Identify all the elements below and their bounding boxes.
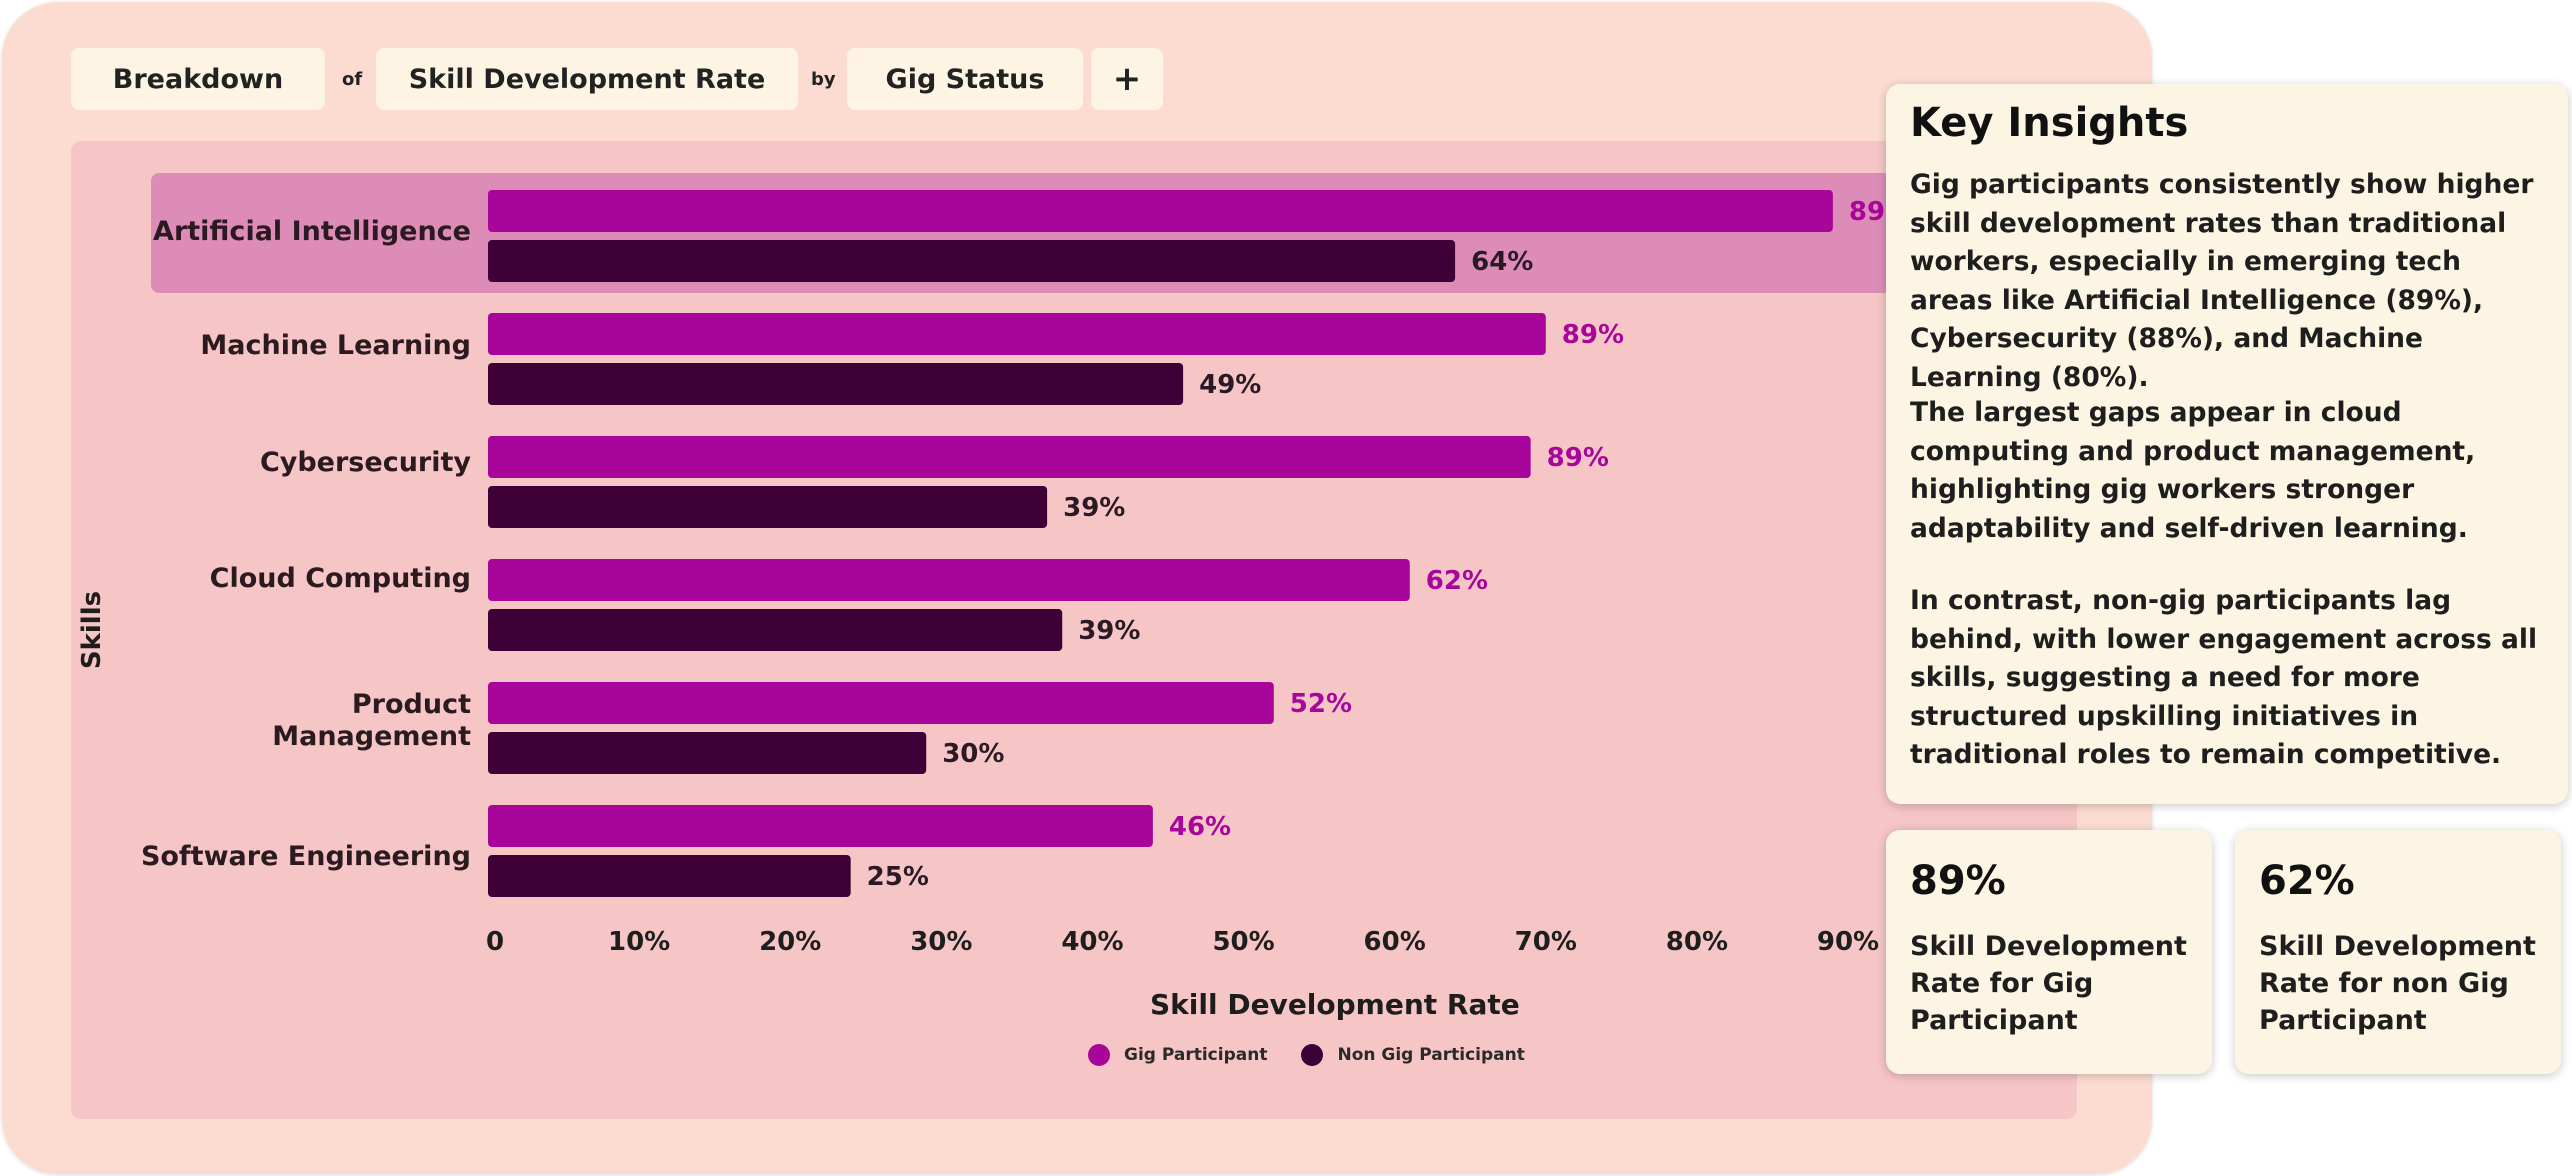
bar-non-gig-ml[interactable] bbox=[488, 363, 1184, 405]
stat-label-non-gig: Skill Development Rate for non Gig Parti… bbox=[2259, 931, 2536, 1036]
legend-swatch-non-gig bbox=[1301, 1044, 1324, 1066]
bar-gig-cloud[interactable] bbox=[488, 559, 1410, 601]
bar-non-gig-cloud[interactable] bbox=[488, 609, 1063, 651]
x-tick-7: 70% bbox=[1515, 927, 1577, 957]
x-tick-1: 10% bbox=[608, 927, 670, 957]
insights-paragraph-3: In contrast, non-gig participants lag be… bbox=[1910, 585, 2538, 770]
x-axis-title: Skill Development Rate bbox=[1150, 988, 1520, 1021]
metric-label: Skill Development Rate bbox=[408, 63, 766, 95]
stat-card-gig: 89% Skill Development Rate for Gig Parti… bbox=[1886, 830, 2212, 1074]
category-label-cyber: Cybersecurity bbox=[259, 447, 471, 478]
stat-card-non-gig: 62% Skill Development Rate for non Gig P… bbox=[2235, 830, 2561, 1074]
data-label-gig-cloud: 62% bbox=[1426, 566, 1488, 596]
stat-value-gig: 89% bbox=[1910, 858, 2006, 904]
data-label-non-gig-ml: 49% bbox=[1199, 370, 1261, 400]
bar-gig-cyber[interactable] bbox=[488, 436, 1531, 478]
x-tick-5: 50% bbox=[1212, 927, 1274, 957]
of-connector: of bbox=[342, 68, 363, 90]
category-label-pm: Product Management bbox=[272, 689, 471, 752]
dimension-selector[interactable]: Gig Status bbox=[847, 48, 1083, 110]
x-tick-6: 60% bbox=[1364, 927, 1426, 957]
breakdown-button[interactable]: Breakdown bbox=[71, 48, 325, 110]
legend-item-non-gig[interactable]: Non Gig Participant bbox=[1301, 1044, 1525, 1066]
data-label-non-gig-cloud: 39% bbox=[1078, 616, 1140, 646]
category-label-se: Software Engineering bbox=[140, 841, 471, 872]
data-label-gig-se: 46% bbox=[1169, 812, 1231, 842]
x-tick-3: 30% bbox=[910, 927, 972, 957]
bar-gig-pm[interactable] bbox=[488, 682, 1274, 724]
legend-label-non-gig: Non Gig Participant bbox=[1337, 1045, 1525, 1065]
legend-item-gig[interactable]: Gig Participant bbox=[1088, 1044, 1267, 1066]
x-tick-9: 90% bbox=[1817, 927, 1879, 957]
chart-panel bbox=[71, 141, 2077, 1119]
data-label-gig-ml: 89% bbox=[1562, 320, 1624, 350]
data-label-non-gig-ai: 64% bbox=[1471, 247, 1533, 277]
insights-paragraph-1: Gig participants consistently show highe… bbox=[1910, 169, 2534, 393]
bar-non-gig-cyber[interactable] bbox=[488, 486, 1048, 528]
category-label-ai: Artificial Intelligence bbox=[153, 216, 471, 247]
stat-value-non-gig: 62% bbox=[2259, 858, 2355, 904]
insights-paragraph-2: The largest gaps appear in cloud computi… bbox=[1910, 397, 2476, 544]
by-connector: by bbox=[811, 68, 836, 90]
bar-non-gig-ai[interactable] bbox=[488, 240, 1456, 282]
category-label-cloud: Cloud Computing bbox=[209, 563, 471, 594]
legend-swatch-gig bbox=[1088, 1044, 1110, 1066]
dimension-label: Gig Status bbox=[885, 63, 1045, 95]
bar-gig-ai[interactable] bbox=[488, 190, 1833, 232]
x-tick-4: 40% bbox=[1061, 927, 1123, 957]
data-label-non-gig-pm: 30% bbox=[942, 739, 1004, 769]
plus-icon: + bbox=[1112, 59, 1142, 99]
insights-title: Key Insights bbox=[1910, 100, 2189, 146]
breakdown-label: Breakdown bbox=[112, 63, 284, 95]
data-label-gig-cyber: 89% bbox=[1547, 443, 1609, 473]
x-tick-0: 0 bbox=[486, 927, 504, 957]
category-label-ml: Machine Learning bbox=[200, 330, 471, 361]
bar-non-gig-pm[interactable] bbox=[488, 732, 927, 774]
legend-label-gig: Gig Participant bbox=[1124, 1045, 1268, 1065]
insights-card: Key Insights Gig participants consistent… bbox=[1886, 84, 2568, 804]
x-tick-2: 20% bbox=[759, 927, 821, 957]
chart-legend: Gig Participant Non Gig Participant bbox=[1088, 1044, 1559, 1066]
bar-gig-se[interactable] bbox=[488, 805, 1153, 847]
data-label-non-gig-se: 25% bbox=[867, 862, 929, 892]
stat-label-gig: Skill Development Rate for Gig Participa… bbox=[1910, 931, 2187, 1036]
bar-non-gig-se[interactable] bbox=[488, 855, 851, 897]
data-label-gig-pm: 52% bbox=[1290, 689, 1352, 719]
metric-selector[interactable]: Skill Development Rate bbox=[376, 48, 798, 110]
bar-gig-ml[interactable] bbox=[488, 313, 1546, 355]
x-tick-8: 80% bbox=[1666, 927, 1728, 957]
y-axis-title: Skills bbox=[77, 590, 107, 670]
data-label-non-gig-cyber: 39% bbox=[1063, 493, 1125, 523]
add-button[interactable]: + bbox=[1091, 48, 1163, 110]
